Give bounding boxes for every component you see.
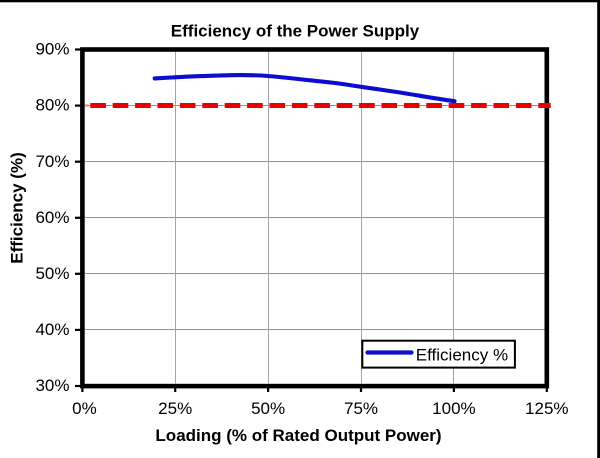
svg-text:Efficiency (%): Efficiency (%) (8, 152, 27, 263)
svg-text:80%: 80% (35, 96, 69, 115)
svg-text:25%: 25% (158, 399, 192, 418)
svg-text:100%: 100% (432, 399, 475, 418)
svg-text:Efficiency %: Efficiency % (416, 345, 508, 364)
svg-text:125%: 125% (525, 399, 568, 418)
svg-text:90%: 90% (35, 40, 69, 59)
svg-text:60%: 60% (35, 208, 69, 227)
svg-text:70%: 70% (35, 152, 69, 171)
svg-text:Efficiency of the Power Supply: Efficiency of the Power Supply (171, 22, 420, 41)
svg-text:Loading (% of Rated Output Pow: Loading (% of Rated Output Power) (155, 426, 441, 445)
svg-text:0%: 0% (72, 399, 97, 418)
svg-text:40%: 40% (35, 320, 69, 339)
svg-text:50%: 50% (251, 399, 285, 418)
svg-text:75%: 75% (344, 399, 378, 418)
svg-text:50%: 50% (35, 264, 69, 283)
svg-text:30%: 30% (35, 376, 69, 395)
